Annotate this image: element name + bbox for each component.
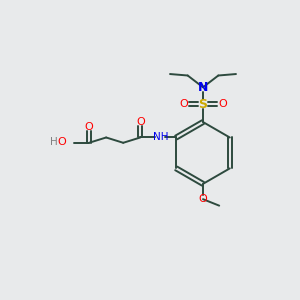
Text: S: S xyxy=(199,98,208,111)
Text: N: N xyxy=(198,81,208,94)
Text: O: O xyxy=(218,99,227,110)
Text: O: O xyxy=(85,122,93,133)
Text: H: H xyxy=(50,137,58,147)
Text: O: O xyxy=(136,117,145,127)
Text: NH: NH xyxy=(153,133,169,142)
Text: O: O xyxy=(199,194,207,204)
Text: O: O xyxy=(179,99,188,110)
Text: O: O xyxy=(58,137,66,147)
